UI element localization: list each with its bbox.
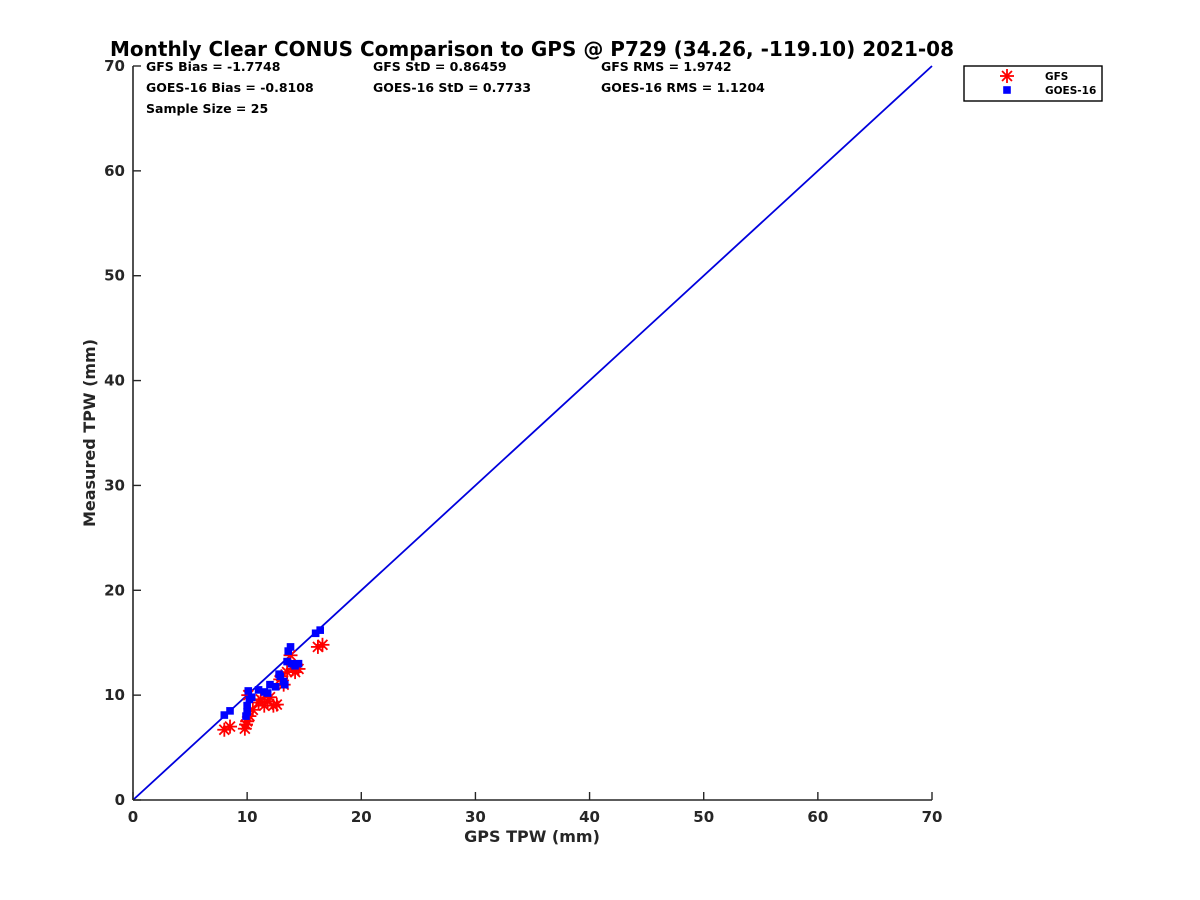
goes16-point-18 bbox=[294, 659, 303, 668]
goes16-point-0 bbox=[220, 711, 229, 719]
y-axis-label: Measured TPW (mm) bbox=[80, 339, 99, 527]
stat-annotation-4: GOES-16 StD = 0.7733 bbox=[373, 80, 531, 95]
x-tick-label: 50 bbox=[693, 808, 714, 826]
x-tick-label: 30 bbox=[465, 808, 486, 826]
stat-annotation-5: GOES-16 RMS = 1.1204 bbox=[601, 80, 765, 95]
stat-annotation-2: GFS RMS = 1.9742 bbox=[601, 59, 732, 74]
x-tick-label: 10 bbox=[237, 808, 258, 826]
y-tick-label: 0 bbox=[115, 791, 125, 809]
goes16-point-6 bbox=[247, 693, 256, 702]
stat-annotation-0: GFS Bias = -1.7748 bbox=[146, 59, 280, 74]
y-tick-label: 60 bbox=[104, 162, 125, 180]
x-tick-label: 40 bbox=[579, 808, 600, 826]
legend-label-1: GOES-16 bbox=[1045, 85, 1096, 97]
goes16-point-23 bbox=[275, 670, 283, 678]
y-tick-label: 40 bbox=[104, 372, 125, 390]
legend-marker-1 bbox=[1003, 86, 1011, 94]
goes16-point-9 bbox=[266, 680, 274, 689]
legend: GFS GOES-16 bbox=[963, 65, 1103, 102]
axes bbox=[132, 65, 933, 801]
legend-marker-0 bbox=[1000, 69, 1014, 83]
y-tick-label: 10 bbox=[104, 686, 125, 704]
tick-labels: 0 10 20 30 40 50 60 70 0 10 20 30 40 50 60 70 bbox=[104, 57, 942, 826]
y-tick-label: 20 bbox=[104, 581, 125, 599]
goes16-point-1 bbox=[226, 707, 234, 715]
stat-annotation-3: GOES-16 Bias = -0.8108 bbox=[146, 80, 314, 95]
goes16-point-15 bbox=[286, 643, 295, 651]
y-tick-label: 30 bbox=[104, 476, 125, 494]
one-to-one-reference-line bbox=[132, 65, 933, 801]
goes16-point-24 bbox=[281, 680, 289, 689]
stats-annotations: GFS Bias = -1.7748 GFS StD = 0.86459 GFS R… bbox=[146, 59, 765, 116]
legend-box bbox=[963, 65, 1103, 102]
x-tick-label: 60 bbox=[807, 808, 828, 826]
goes16-point-4 bbox=[244, 687, 253, 695]
x-tick-label: 70 bbox=[922, 808, 943, 826]
goes16-point-8 bbox=[263, 689, 272, 697]
x-tick-label: 0 bbox=[128, 808, 138, 826]
goes16-point-20 bbox=[316, 626, 324, 634]
y-tick-label: 50 bbox=[104, 267, 125, 285]
legend-label-0: GFS bbox=[1045, 71, 1068, 83]
goes16-point-19 bbox=[311, 629, 320, 638]
goes16-point-22 bbox=[254, 686, 263, 694]
y-tick-label: 70 bbox=[104, 57, 125, 75]
gfs-point-1 bbox=[223, 719, 238, 734]
goes16-point-21 bbox=[243, 708, 251, 716]
stat-annotation-6: Sample Size = 25 bbox=[146, 101, 268, 116]
goes16-point-3 bbox=[243, 701, 251, 710]
chart-title: Monthly Clear CONUS Comparison to GPS @ … bbox=[110, 37, 954, 61]
gfs-point-11 bbox=[269, 697, 284, 712]
reference-line-layer bbox=[132, 65, 933, 801]
stat-annotation-1: GFS StD = 0.86459 bbox=[373, 59, 507, 74]
goes16-point-14 bbox=[284, 647, 293, 655]
x-tick-label: 20 bbox=[351, 808, 372, 826]
goes16-point-13 bbox=[283, 657, 291, 666]
goes16-point-2 bbox=[242, 712, 250, 720]
goes16-point-10 bbox=[271, 682, 280, 691]
gfs-point-23 bbox=[315, 637, 330, 652]
data-points-layer bbox=[217, 626, 330, 737]
x-axis-label: GPS TPW (mm) bbox=[464, 827, 600, 846]
